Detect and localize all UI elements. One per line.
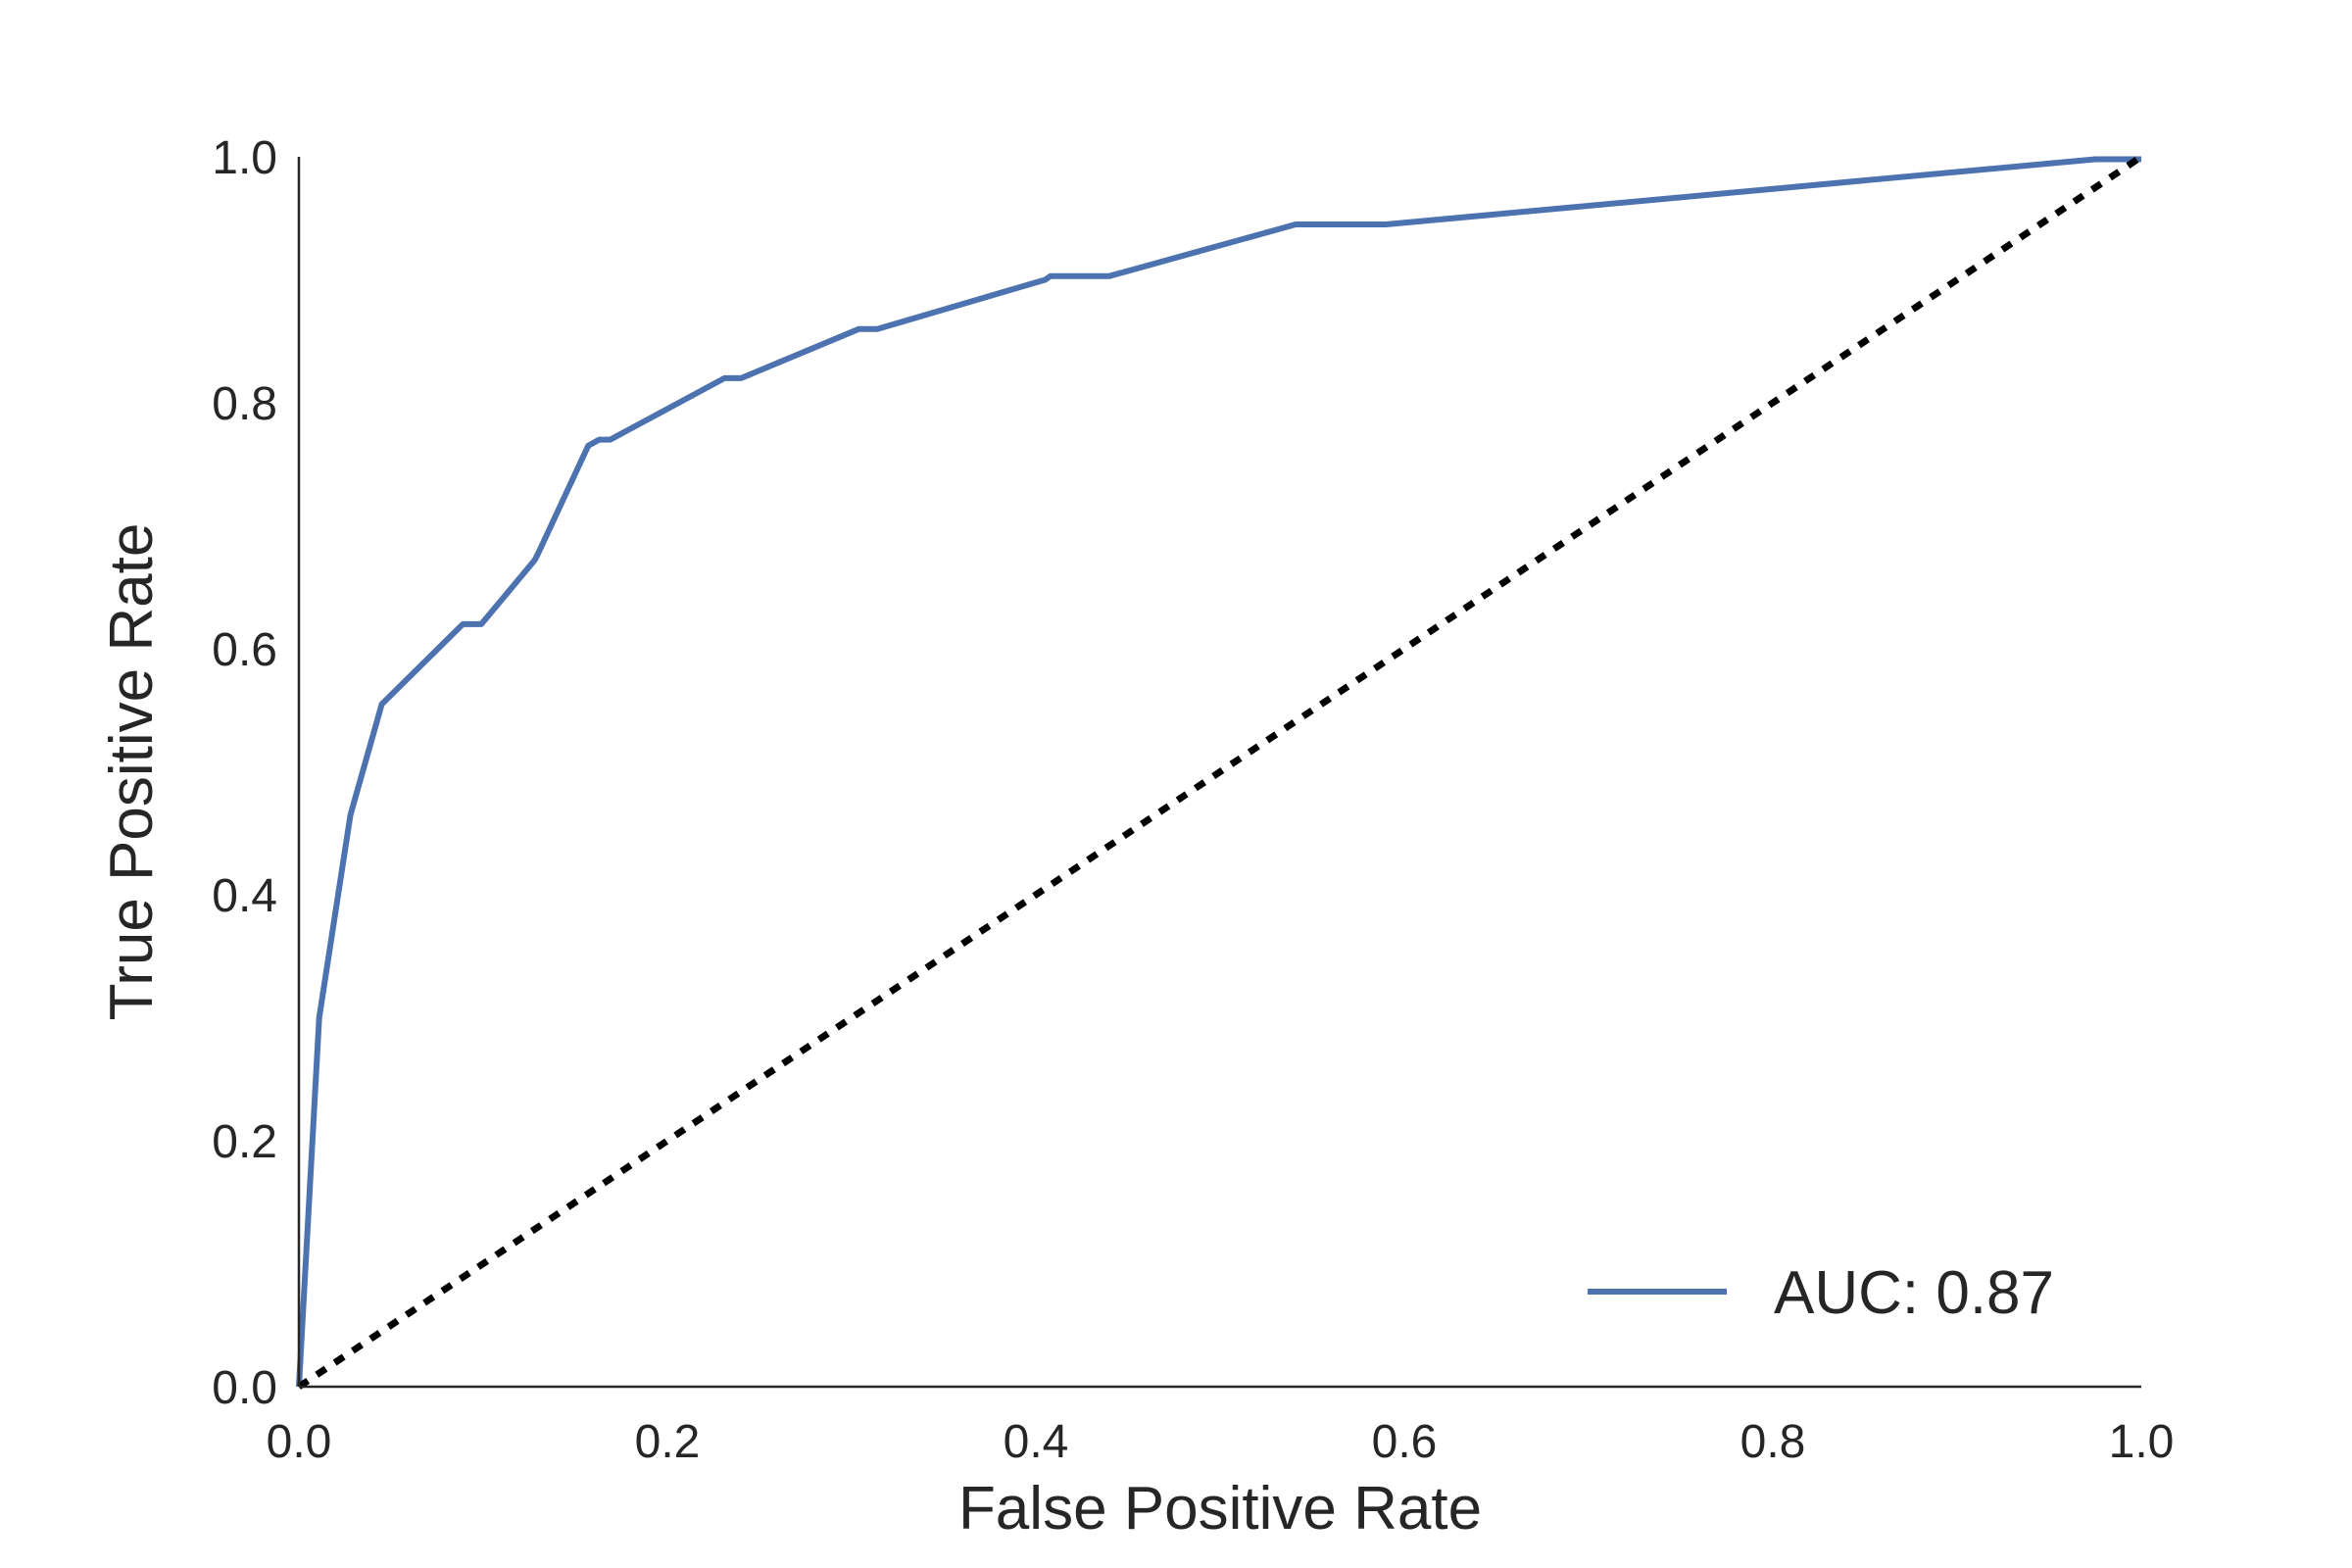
- x-tick-label: 0.6: [1372, 1416, 1438, 1468]
- x-tick-label: 0.0: [267, 1416, 332, 1468]
- tick-labels: 0.0 0.2 0.4 0.6 0.8 1.0 0.0 0.2 0.4 0.6 0.8 1.0: [212, 132, 2174, 1468]
- series-lines: [296, 154, 2143, 1390]
- chance-diagonal-line: [297, 154, 2143, 1390]
- x-tick-label: 0.4: [1004, 1416, 1069, 1468]
- y-tick-label: 1.0: [212, 132, 277, 184]
- legend-label: AUC: 0.87: [1774, 1259, 2054, 1327]
- y-axis-title: True Positive Rate: [98, 523, 166, 1021]
- legend: AUC: 0.87: [1588, 1259, 2054, 1327]
- y-tick-label: 0.6: [212, 624, 277, 676]
- roc-curve-line: [296, 156, 2141, 1388]
- y-tick-label: 0.2: [212, 1116, 277, 1168]
- axes: [297, 157, 2141, 1389]
- x-axis-title: False Positive Rate: [958, 1475, 1482, 1543]
- y-tick-label: 0.0: [212, 1362, 277, 1414]
- x-tick-label: 0.8: [1740, 1416, 1806, 1468]
- y-tick-label: 0.8: [212, 378, 277, 430]
- x-tick-label: 1.0: [2109, 1416, 2175, 1468]
- x-tick-label: 0.2: [635, 1416, 701, 1468]
- y-tick-label: 0.4: [212, 870, 277, 922]
